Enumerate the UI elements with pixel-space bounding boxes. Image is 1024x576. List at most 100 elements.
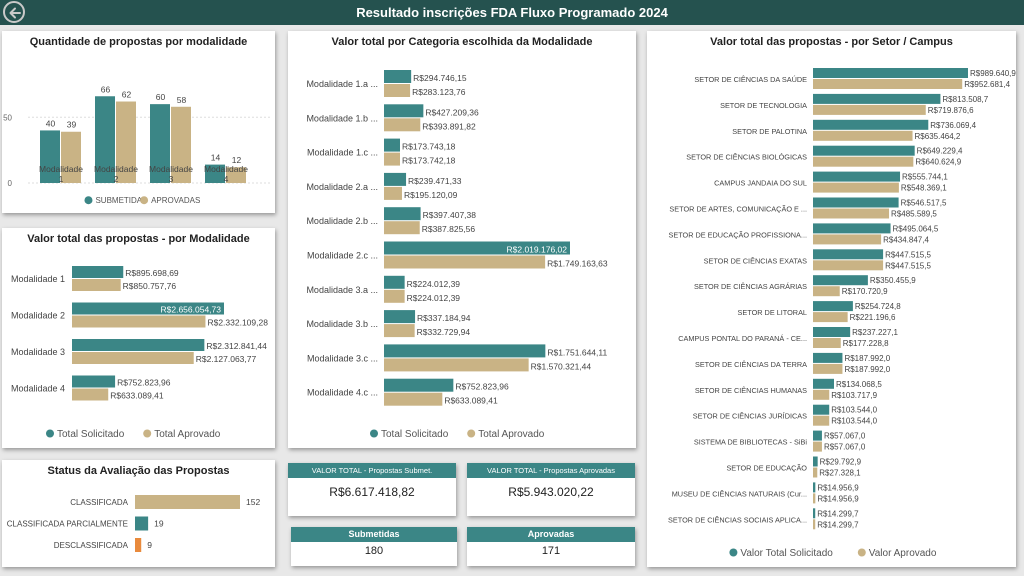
bar[interactable] <box>61 131 81 183</box>
data-label: R$239.471,33 <box>408 176 462 186</box>
bar[interactable] <box>813 389 830 400</box>
data-label: R$14.299,7 <box>817 520 859 529</box>
bar[interactable] <box>72 302 224 315</box>
category-label: Modalidade 3 <box>11 347 65 357</box>
bar[interactable] <box>813 430 822 441</box>
bar[interactable] <box>384 186 402 200</box>
bar[interactable] <box>384 104 424 118</box>
category-label: SETOR DE ARTES, COMUNICAÇÃO E ... <box>669 205 807 214</box>
bar[interactable] <box>384 255 546 269</box>
bar[interactable] <box>813 104 926 115</box>
bar[interactable] <box>72 352 194 364</box>
bar[interactable] <box>72 266 124 278</box>
bar[interactable] <box>135 516 149 531</box>
bar[interactable] <box>171 106 191 183</box>
back-button[interactable] <box>3 1 25 23</box>
bar[interactable] <box>205 164 225 183</box>
bar[interactable] <box>384 310 416 324</box>
bar[interactable] <box>813 467 818 478</box>
bar[interactable] <box>384 172 407 186</box>
bar[interactable] <box>813 378 834 389</box>
bar[interactable] <box>72 279 121 291</box>
bar[interactable] <box>813 182 899 193</box>
bar[interactable] <box>72 339 205 351</box>
bar[interactable] <box>813 456 818 467</box>
bar[interactable] <box>813 286 840 297</box>
bar[interactable] <box>72 315 206 328</box>
category-label: SETOR DE CIÊNCIAS DA SAÚDE <box>694 75 807 84</box>
bar[interactable] <box>384 241 570 255</box>
bar[interactable] <box>384 221 420 235</box>
bar[interactable] <box>384 152 401 166</box>
page-title: Resultado inscrições FDA Fluxo Programad… <box>356 5 668 20</box>
bar[interactable] <box>384 344 546 358</box>
bar[interactable] <box>813 519 816 530</box>
bar[interactable] <box>813 338 841 348</box>
bar[interactable] <box>40 130 60 183</box>
bar[interactable] <box>813 363 843 374</box>
data-label: 152 <box>246 497 260 507</box>
bar[interactable] <box>384 70 412 83</box>
bar[interactable] <box>813 145 915 156</box>
bar[interactable] <box>813 130 913 141</box>
bar[interactable] <box>384 138 401 152</box>
bar[interactable] <box>813 93 941 104</box>
bar[interactable] <box>384 118 421 132</box>
data-label: R$850.757,76 <box>123 281 177 291</box>
status-chart: CLASSIFICADA 152 CLASSIFICADA PARCIALMENTE… <box>7 495 260 552</box>
bar[interactable] <box>813 493 816 504</box>
bar[interactable] <box>813 171 901 182</box>
bar[interactable] <box>813 119 929 130</box>
bar[interactable] <box>384 358 529 372</box>
data-label: 9 <box>147 540 152 550</box>
bar[interactable] <box>813 482 816 493</box>
category-label: CLASSIFICADA PARCIALMENTE <box>7 520 128 529</box>
bar[interactable] <box>226 167 246 183</box>
bar[interactable] <box>813 249 884 260</box>
category-label: CAMPUS PONTAL DO PARANÁ - CE... <box>678 334 807 343</box>
bar[interactable] <box>135 495 240 509</box>
bar[interactable] <box>384 289 405 303</box>
bar[interactable] <box>813 223 891 234</box>
bar[interactable] <box>95 96 115 183</box>
category-label: MUSEU DE CIÊNCIAS NATURAIS (Cur... <box>672 489 807 498</box>
bar[interactable] <box>813 275 868 286</box>
bar[interactable] <box>813 441 822 452</box>
bar[interactable] <box>116 101 136 183</box>
bar[interactable] <box>813 68 968 78</box>
bar[interactable] <box>384 84 411 97</box>
bar[interactable] <box>813 197 899 208</box>
bar[interactable] <box>813 404 830 415</box>
modalidade-chart-panel: Valor total das propostas - por Modalida… <box>2 228 275 448</box>
bar[interactable] <box>813 301 853 312</box>
bar[interactable] <box>813 79 963 89</box>
bar[interactable] <box>813 415 830 426</box>
bar[interactable] <box>384 378 454 392</box>
bar[interactable] <box>813 312 848 323</box>
category-label: Modalidade 1.a ... <box>306 79 378 89</box>
category-label: Modalidade 1.c ... <box>307 148 378 158</box>
data-label: R$57.067,0 <box>824 443 866 452</box>
data-label: R$633.089,41 <box>110 391 164 401</box>
bar[interactable] <box>150 104 170 183</box>
data-label: R$447.515,5 <box>885 261 931 270</box>
x-tick-label: Modalidade <box>39 164 83 174</box>
bar[interactable] <box>72 388 109 401</box>
bar[interactable] <box>813 508 816 519</box>
bar[interactable] <box>384 207 421 221</box>
bar[interactable] <box>813 260 884 271</box>
bar[interactable] <box>813 208 890 219</box>
data-label: R$337.184,94 <box>417 313 471 323</box>
bar[interactable] <box>384 275 405 289</box>
bar[interactable] <box>813 327 851 337</box>
bar[interactable] <box>384 324 415 338</box>
bar[interactable] <box>135 538 142 552</box>
card-value: R$6.617.418,82 <box>329 485 415 499</box>
bar[interactable] <box>813 156 914 167</box>
bar[interactable] <box>813 352 843 363</box>
bar[interactable] <box>384 392 443 406</box>
bar[interactable] <box>813 234 882 245</box>
legend-marker <box>370 429 378 438</box>
data-label: R$555.744,1 <box>902 173 948 182</box>
bar[interactable] <box>72 375 116 388</box>
